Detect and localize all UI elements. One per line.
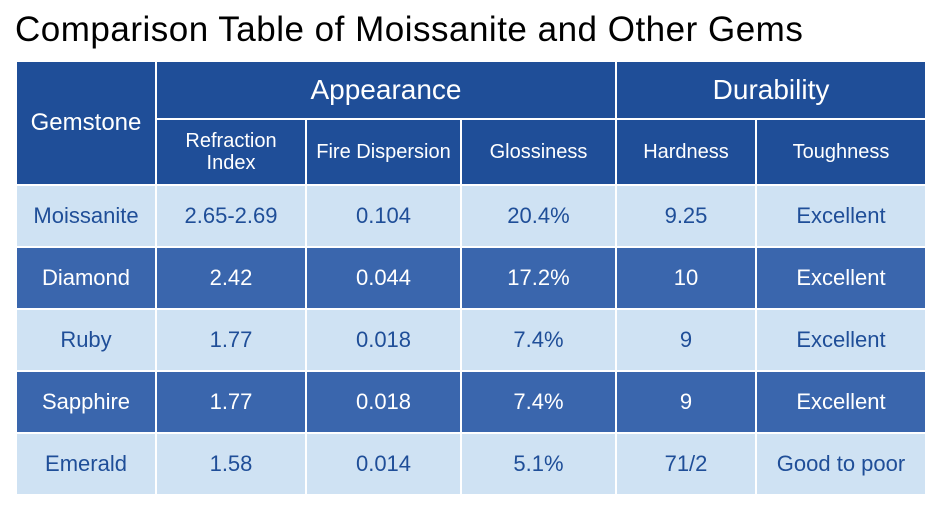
cell-value: 71/2 [616, 433, 756, 495]
table-row: Emerald 1.58 0.014 5.1% 71/2 Good to poo… [16, 433, 926, 495]
cell-value: 9.25 [616, 185, 756, 247]
cell-value: 1.77 [156, 371, 306, 433]
cell-value: 2.65-2.69 [156, 185, 306, 247]
table-row: Moissanite 2.65-2.69 0.104 20.4% 9.25 Ex… [16, 185, 926, 247]
cell-value: 0.018 [306, 371, 461, 433]
cell-value: Good to poor [756, 433, 926, 495]
cell-value: 9 [616, 371, 756, 433]
cell-value: Excellent [756, 371, 926, 433]
cell-value: 0.044 [306, 247, 461, 309]
cell-gem: Ruby [16, 309, 156, 371]
cell-value: 9 [616, 309, 756, 371]
cell-value: Excellent [756, 185, 926, 247]
cell-value: Excellent [756, 309, 926, 371]
cell-value: 7.4% [461, 309, 616, 371]
header-fire-dispersion: Fire Dispersion [306, 119, 461, 185]
cell-value: 2.42 [156, 247, 306, 309]
cell-gem: Emerald [16, 433, 156, 495]
cell-value: 1.77 [156, 309, 306, 371]
cell-value: Excellent [756, 247, 926, 309]
cell-gem: Sapphire [16, 371, 156, 433]
comparison-table: Gemstone Appearance Durability Refractio… [15, 60, 927, 496]
cell-value: 1.58 [156, 433, 306, 495]
header-group-appearance: Appearance [156, 61, 616, 119]
header-toughness: Toughness [756, 119, 926, 185]
cell-value: 0.018 [306, 309, 461, 371]
cell-gem: Moissanite [16, 185, 156, 247]
header-gemstone: Gemstone [16, 61, 156, 185]
cell-value: 7.4% [461, 371, 616, 433]
cell-value: 20.4% [461, 185, 616, 247]
cell-value: 0.014 [306, 433, 461, 495]
header-refraction-index: Refraction Index [156, 119, 306, 185]
table-row: Ruby 1.77 0.018 7.4% 9 Excellent [16, 309, 926, 371]
cell-value: 10 [616, 247, 756, 309]
cell-value: 5.1% [461, 433, 616, 495]
page-title: Comparison Table of Moissanite and Other… [15, 10, 921, 50]
table-row: Sapphire 1.77 0.018 7.4% 9 Excellent [16, 371, 926, 433]
header-glossiness: Glossiness [461, 119, 616, 185]
header-hardness: Hardness [616, 119, 756, 185]
header-group-durability: Durability [616, 61, 926, 119]
cell-value: 0.104 [306, 185, 461, 247]
cell-gem: Diamond [16, 247, 156, 309]
cell-value: 17.2% [461, 247, 616, 309]
table-row: Diamond 2.42 0.044 17.2% 10 Excellent [16, 247, 926, 309]
